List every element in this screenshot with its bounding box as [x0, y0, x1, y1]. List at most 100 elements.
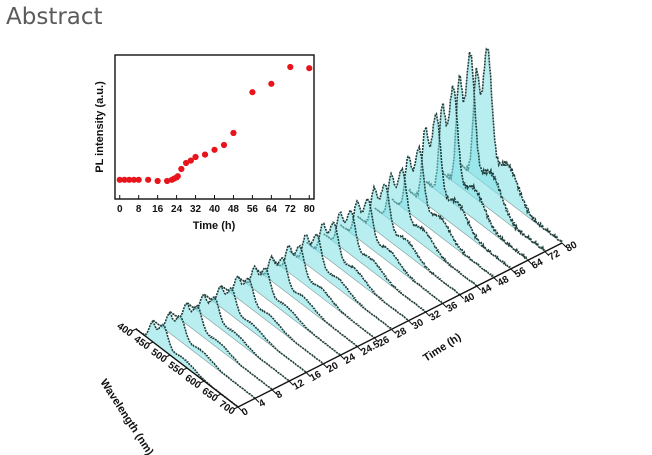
time-tick-mark [493, 277, 499, 282]
inset-data-point [220, 141, 228, 149]
time-tick-label: 36 [445, 300, 461, 315]
spectrum-baseline [221, 285, 324, 365]
inset-x-tick-label: 56 [247, 204, 259, 215]
spectrum-baseline [152, 320, 256, 399]
spectrum-baseline [323, 233, 426, 313]
spectrum-fill [374, 168, 477, 287]
time-tick-label: 28 [394, 326, 410, 341]
time-tick-mark [305, 372, 311, 377]
spectrum-baseline [186, 302, 290, 382]
time-tick-label: 64 [530, 257, 546, 272]
spectrum-fill [204, 286, 307, 373]
spectrum-line [271, 244, 376, 339]
spectrum-fill [187, 295, 290, 382]
time-tick-mark [271, 389, 277, 395]
spectrum-line [459, 47, 563, 244]
time-axis-label: Time (h) [421, 331, 464, 364]
time-tick-label: 80 [564, 239, 580, 254]
wavelength-tick-label: 400 [115, 321, 135, 340]
inset-data-point [121, 176, 128, 183]
spectrum-fill [323, 210, 426, 313]
time-tick-label: 8 [274, 389, 285, 402]
time-tick-mark [391, 328, 396, 334]
spectrum-line [374, 166, 478, 287]
inset-data-point [268, 80, 275, 87]
inset-data-point [116, 176, 123, 183]
waterfall-curves [135, 47, 563, 408]
inset-data-point [174, 173, 181, 180]
inset-y-label: PL intensity (a.u.) [94, 81, 106, 173]
time-tick-mark [357, 346, 362, 351]
inset-data-point [126, 176, 133, 183]
inset-data-point [306, 65, 313, 72]
spectrum-line [425, 85, 529, 261]
spectrum-fill [289, 234, 392, 330]
inset-data-point [287, 63, 294, 71]
time-tick-label: 0 [240, 406, 251, 419]
spectrum-fill [408, 113, 511, 269]
wavelength-axis-label: Wavelength (nm) [97, 377, 155, 455]
inset-x-tick-label: 24 [171, 204, 183, 215]
wavelength-tick-mark [165, 354, 171, 358]
spectrum-fill [306, 222, 409, 321]
time-tick-label: 48 [496, 274, 512, 289]
wavelength-tick-mark [131, 328, 137, 332]
wavelength-tick-mark [148, 341, 154, 345]
spectrum-fill [391, 146, 494, 278]
spectrum-fill [442, 51, 545, 252]
time-tick-label: 20 [325, 360, 341, 375]
time-tick-mark [374, 337, 379, 343]
time-tick-label: 56 [513, 265, 529, 280]
spectrum-line [391, 143, 495, 278]
inset-frame [114, 54, 315, 200]
spectrum-line [357, 183, 460, 295]
inset-data-point [192, 153, 199, 161]
inset-x-tick-label: 80 [304, 204, 316, 215]
spectrum-fill [272, 245, 375, 338]
abstract-heading: Abstract [6, 4, 103, 30]
inset-data-point [182, 159, 190, 167]
spectrum-baseline [272, 259, 375, 339]
time-tick-mark [288, 380, 294, 386]
spectrum-baseline [255, 268, 358, 347]
time-tick-mark [322, 363, 328, 369]
spectrum-fill [357, 184, 460, 295]
inset-data-point [135, 176, 142, 183]
time-tick-mark [544, 251, 550, 256]
time-tick-mark [459, 294, 465, 300]
inset-x-tick-label: 0 [117, 204, 123, 215]
time-tick-mark [254, 398, 260, 403]
time-tick-label: 24 [342, 351, 358, 366]
inset-x-ticks: 0 8 16 24 32 40 48 56 64 72 80 [117, 195, 315, 215]
time-tick-mark [476, 285, 482, 291]
time-tick-label: 44 [479, 282, 495, 297]
spectrum-fill [425, 85, 528, 261]
inset-data-point [249, 89, 256, 96]
wavelength-tick-mark [233, 406, 239, 410]
time-tick-label: 40 [462, 291, 478, 306]
time-tick-mark [442, 303, 447, 308]
spectrum-fill [136, 321, 238, 407]
spectrum-baseline [289, 251, 392, 330]
time-tick-mark [425, 311, 430, 317]
spectrum-fill [460, 48, 562, 243]
spectrum-line [442, 51, 546, 253]
spectrum-fill [170, 303, 273, 390]
inset-data-point [211, 146, 218, 153]
inset-x-tick-label: 72 [285, 204, 297, 215]
time-tick-label: 16 [308, 369, 324, 384]
wavelength-tick-mark [182, 367, 188, 371]
wavelength-tick-label: 700 [217, 399, 237, 418]
wavelength-tick-label: 650 [200, 386, 220, 405]
time-tick-label: 26 [376, 334, 392, 349]
spectrum-fill [221, 276, 324, 364]
inset-data-point [154, 177, 161, 185]
time-tick-label: 30 [411, 317, 427, 332]
inset-x-tick-label: 8 [136, 204, 142, 215]
wavelength-tick-mark [199, 380, 205, 384]
inset-points [116, 63, 313, 185]
spectrum-baseline [238, 276, 341, 356]
spectrum-baseline [169, 311, 273, 390]
time-tick-mark [527, 259, 533, 265]
